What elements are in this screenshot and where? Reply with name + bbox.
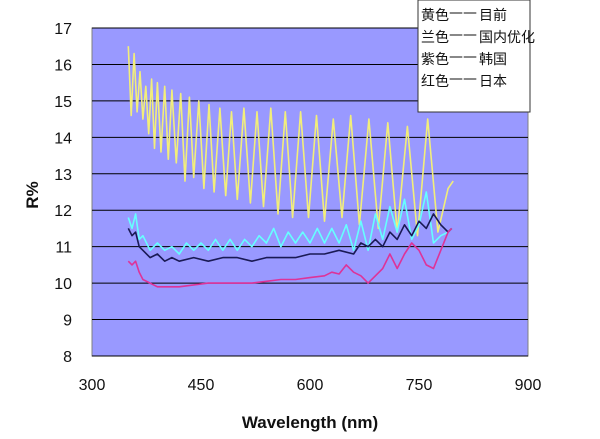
legend-dash: ——	[449, 71, 477, 87]
y-axis-title: R%	[23, 181, 42, 208]
series-line-1	[127, 191, 453, 255]
series-line-3	[127, 227, 453, 288]
y-tick-label: 9	[63, 313, 72, 330]
legend-color-name: 红色	[421, 73, 449, 90]
series-line-0	[127, 46, 454, 237]
series-lines	[127, 46, 454, 288]
x-axis-title: Wavelength (nm)	[242, 413, 378, 432]
y-tick-label: 15	[54, 94, 72, 111]
legend-color-name: 黄色	[421, 7, 449, 24]
legend-label: 日本	[479, 74, 507, 90]
legend-color-name: 紫色	[421, 51, 449, 68]
legend-dash: ——	[449, 27, 477, 43]
x-tick-label: 300	[79, 377, 106, 394]
y-tick-label: 17	[54, 21, 72, 38]
grid-lines	[92, 27, 528, 357]
y-tick-label: 14	[54, 130, 72, 147]
y-tick-labels: 8 9 10 11 12 13 14 15 16 17	[54, 21, 72, 366]
x-tick-label: 900	[515, 377, 542, 394]
x-tick-label: 600	[297, 377, 324, 394]
legend-dash: ——	[449, 5, 477, 21]
series-line-2	[127, 213, 453, 263]
x-tick-label: 750	[406, 377, 433, 394]
legend-dash: ——	[449, 49, 477, 65]
y-tick-label: 13	[54, 167, 72, 184]
y-tick-label: 16	[54, 57, 72, 74]
y-tick-label: 8	[63, 349, 72, 366]
x-tick-labels: 300 450 600 750 900	[79, 377, 542, 394]
y-tick-label: 10	[54, 276, 72, 293]
legend-label: 国内优化	[479, 30, 535, 46]
legend-label: 目前	[479, 7, 507, 24]
legend-box	[417, 0, 531, 113]
legend-label: 韩国	[479, 52, 507, 68]
y-tick-label: 12	[54, 203, 72, 220]
y-tick-label: 11	[55, 240, 72, 257]
x-tick-label: 450	[188, 377, 215, 394]
legend-color-name: 兰色	[421, 29, 449, 46]
